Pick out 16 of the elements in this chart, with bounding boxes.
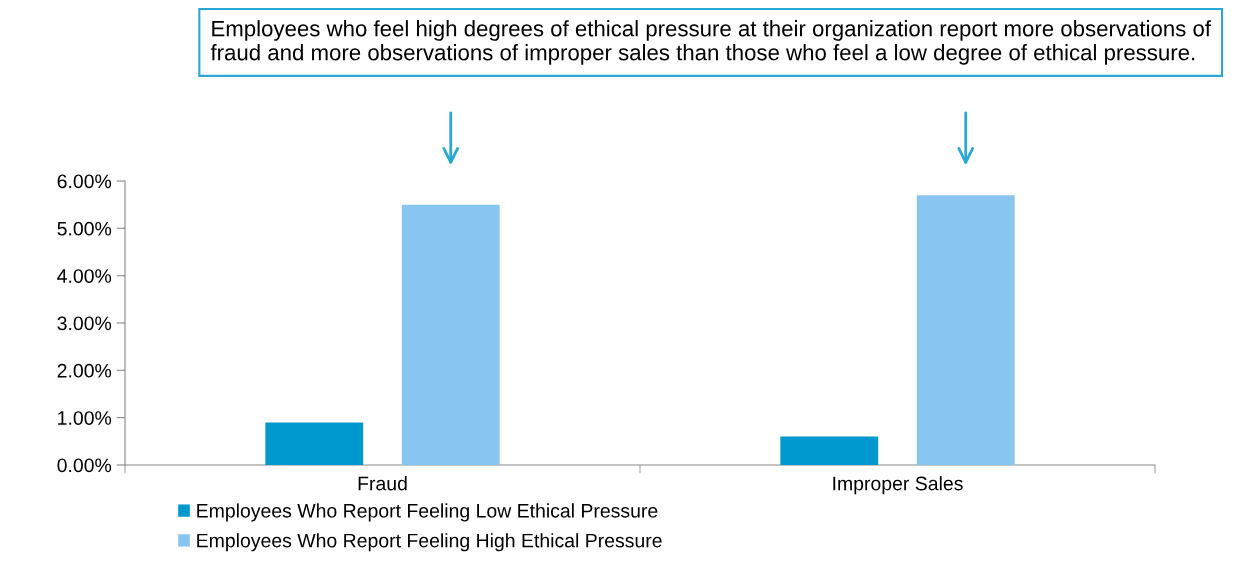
y-tick-label: 6.00%	[57, 174, 112, 189]
y-tick-label: 1.00%	[58, 411, 112, 425]
y-tick-label: 4.00%	[57, 269, 112, 283]
x-tick-label: Fraud	[358, 476, 407, 491]
bar	[780, 436, 879, 465]
bar	[401, 204, 500, 465]
text: Employees who feel high degrees of ethical pressure at their organization report more observations of fraud and more observations of improper sales than those who feel a low degree of ethical pressure.	[210, 20, 1212, 65]
x-tick-label: Improper Sales	[833, 476, 963, 495]
y-tick-label: 0.00%	[57, 458, 112, 473]
bar	[265, 422, 364, 465]
y-tick-label: 3.00%	[57, 316, 112, 331]
legend-label: Employees Who Report Feeling High Ethical Pressure	[197, 533, 662, 552]
y-tick-label: 5.00%	[57, 221, 112, 236]
legend-label: Employees Who Report Feeling Low Ethical Pressure	[197, 503, 658, 522]
bar	[916, 195, 1015, 465]
y-tick-label: 2.00%	[57, 363, 112, 378]
